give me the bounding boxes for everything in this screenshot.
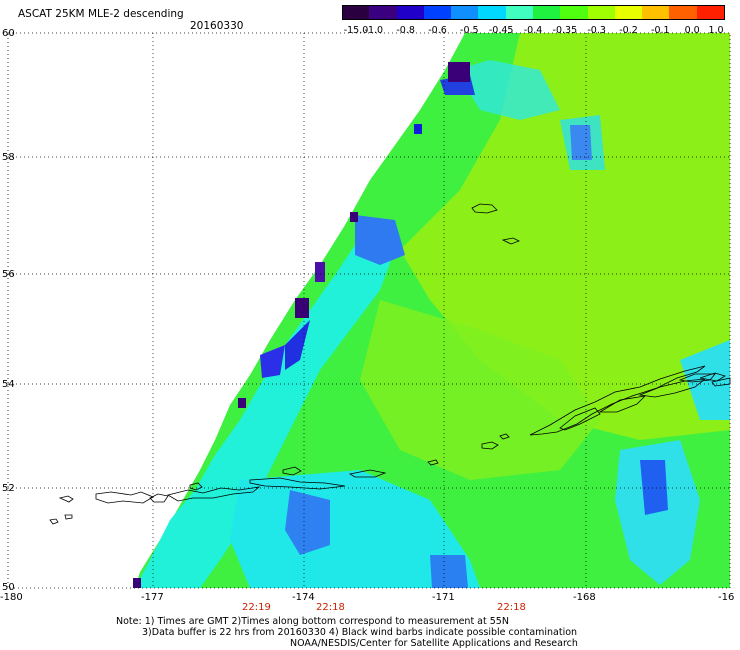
purple-1	[295, 298, 309, 318]
colorbar-segment	[560, 5, 589, 19]
lat-label-56: 56	[2, 269, 15, 280]
graticule	[8, 33, 730, 588]
colorbar-segment	[614, 5, 643, 19]
colorbar-label: 0.0	[684, 25, 700, 36]
colorbar-label: -0.1	[651, 25, 670, 36]
colorbar-segment	[696, 5, 725, 19]
colorbar-segment	[587, 5, 616, 19]
swath-yellowgreen-2	[360, 300, 600, 480]
colorbar-label: -0.6	[428, 25, 447, 36]
lon-label-174: -174	[292, 592, 315, 603]
time-label-1: 22:19	[242, 602, 271, 613]
lat-label-60: 60	[2, 28, 15, 39]
colorbar-segment	[533, 5, 561, 19]
note-line-2: 3)Data buffer is 22 hrs from 20160330 4)…	[142, 627, 578, 638]
coastlines	[49, 203, 731, 525]
blue-patch-8	[260, 345, 285, 378]
blue-patch-3	[640, 460, 668, 515]
time-label-2: 22:18	[316, 602, 345, 613]
colorbar-segment	[642, 5, 670, 19]
colorbar-segment	[369, 5, 398, 19]
colorbar-segment	[669, 5, 698, 19]
note-line-3: NOAA/NESDIS/Center for Satellite Applica…	[290, 638, 578, 649]
map-date: 20160330	[190, 20, 244, 32]
blue-patch-2	[285, 490, 330, 555]
time-label-3: 22:18	[497, 602, 526, 613]
cyan-edge	[135, 220, 395, 588]
colorbar-label: -0.3	[587, 25, 606, 36]
colorbar-label: -0.8	[396, 25, 415, 36]
blue-patch-1	[355, 215, 405, 265]
cyan-right	[615, 440, 700, 585]
colorbar-segment	[505, 5, 534, 19]
purple-4	[448, 62, 470, 82]
colorbar-segment	[478, 5, 507, 19]
colorbar-label: -0.2	[619, 25, 638, 36]
colorbar-label: -0.4	[523, 25, 543, 36]
lon-label-16: -16	[718, 592, 735, 603]
colorbar-segment	[396, 5, 425, 19]
cyan-top	[455, 60, 560, 120]
lat-label-54: 54	[2, 379, 15, 390]
purple-5	[133, 578, 141, 588]
colorbar-label: 1.0	[708, 25, 724, 36]
lon-label-177: -177	[141, 592, 164, 603]
blue-7	[414, 124, 422, 134]
colorbar-label: -1.0	[364, 25, 384, 36]
colorbar-label: -0.35	[552, 25, 578, 36]
blue-patch-5	[430, 555, 468, 588]
purple-2	[315, 262, 325, 282]
purple-6	[238, 398, 246, 408]
colorbar-label: -15.0	[343, 25, 369, 36]
lat-label-50: 50	[2, 582, 15, 593]
colorbar-segment	[423, 5, 452, 19]
colorbar-segment	[342, 5, 370, 19]
colorbar: -15.0 -1.0 -0.8 -0.6 -0.5 -0.45 -0.4 -0.35 -0.3 -…	[342, 0, 725, 40]
colorbar-label: -0.5	[460, 25, 479, 36]
colorbar-segment	[451, 5, 479, 19]
colorbar-label: -0.45	[488, 25, 514, 36]
lon-label-168: -168	[573, 592, 596, 603]
plot-border	[7, 32, 731, 589]
blue-patch-6	[285, 320, 310, 370]
cyan-far-right	[680, 340, 730, 420]
swath-field	[133, 33, 730, 588]
note-line-1: Note: 1) Times are GMT 2)Times along bot…	[116, 616, 509, 627]
blue-patch-4	[570, 125, 592, 160]
purple-3	[350, 212, 358, 222]
lon-label-180: -180	[0, 592, 23, 603]
lon-label-171: -171	[432, 592, 455, 603]
lat-label-58: 58	[2, 152, 15, 163]
colorbar-frame	[342, 5, 725, 20]
map-title: ASCAT 25KM MLE-2 descending	[18, 8, 184, 20]
lat-label-52: 52	[2, 483, 15, 494]
